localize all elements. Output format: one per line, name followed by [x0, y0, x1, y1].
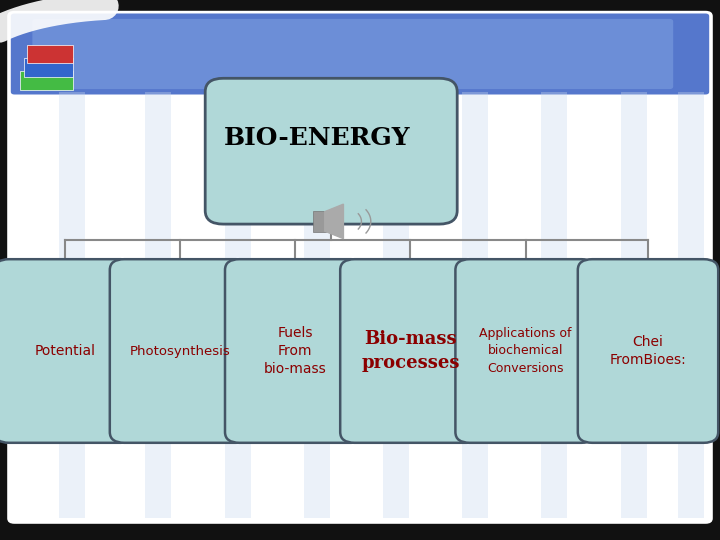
FancyBboxPatch shape [462, 92, 488, 518]
Text: Photosynthesis: Photosynthesis [130, 345, 230, 357]
FancyBboxPatch shape [225, 92, 251, 518]
FancyBboxPatch shape [225, 259, 365, 443]
Text: Potential: Potential [35, 344, 95, 358]
Text: BIO-ENERGY: BIO-ENERGY [223, 126, 410, 150]
FancyBboxPatch shape [541, 92, 567, 518]
FancyBboxPatch shape [577, 259, 719, 443]
FancyBboxPatch shape [383, 92, 409, 518]
FancyBboxPatch shape [11, 14, 709, 94]
FancyBboxPatch shape [59, 92, 85, 518]
FancyBboxPatch shape [109, 259, 251, 443]
FancyBboxPatch shape [205, 78, 457, 224]
FancyBboxPatch shape [340, 259, 481, 443]
FancyBboxPatch shape [7, 11, 713, 524]
FancyBboxPatch shape [304, 92, 330, 518]
FancyBboxPatch shape [27, 45, 73, 63]
Text: Chei
FromBioes:: Chei FromBioes: [610, 335, 686, 367]
FancyBboxPatch shape [24, 58, 73, 77]
Text: Bio-mass
processes: Bio-mass processes [361, 330, 459, 372]
Polygon shape [325, 204, 343, 239]
FancyBboxPatch shape [145, 92, 171, 518]
FancyBboxPatch shape [678, 92, 704, 518]
FancyBboxPatch shape [621, 92, 647, 518]
FancyBboxPatch shape [0, 259, 135, 443]
FancyBboxPatch shape [455, 259, 596, 443]
Text: Fuels
From
bio-mass: Fuels From bio-mass [264, 326, 327, 376]
FancyBboxPatch shape [32, 19, 673, 89]
Text: Applications of
biochemical
Conversions: Applications of biochemical Conversions [480, 327, 572, 375]
FancyBboxPatch shape [20, 71, 73, 90]
FancyBboxPatch shape [313, 211, 326, 232]
